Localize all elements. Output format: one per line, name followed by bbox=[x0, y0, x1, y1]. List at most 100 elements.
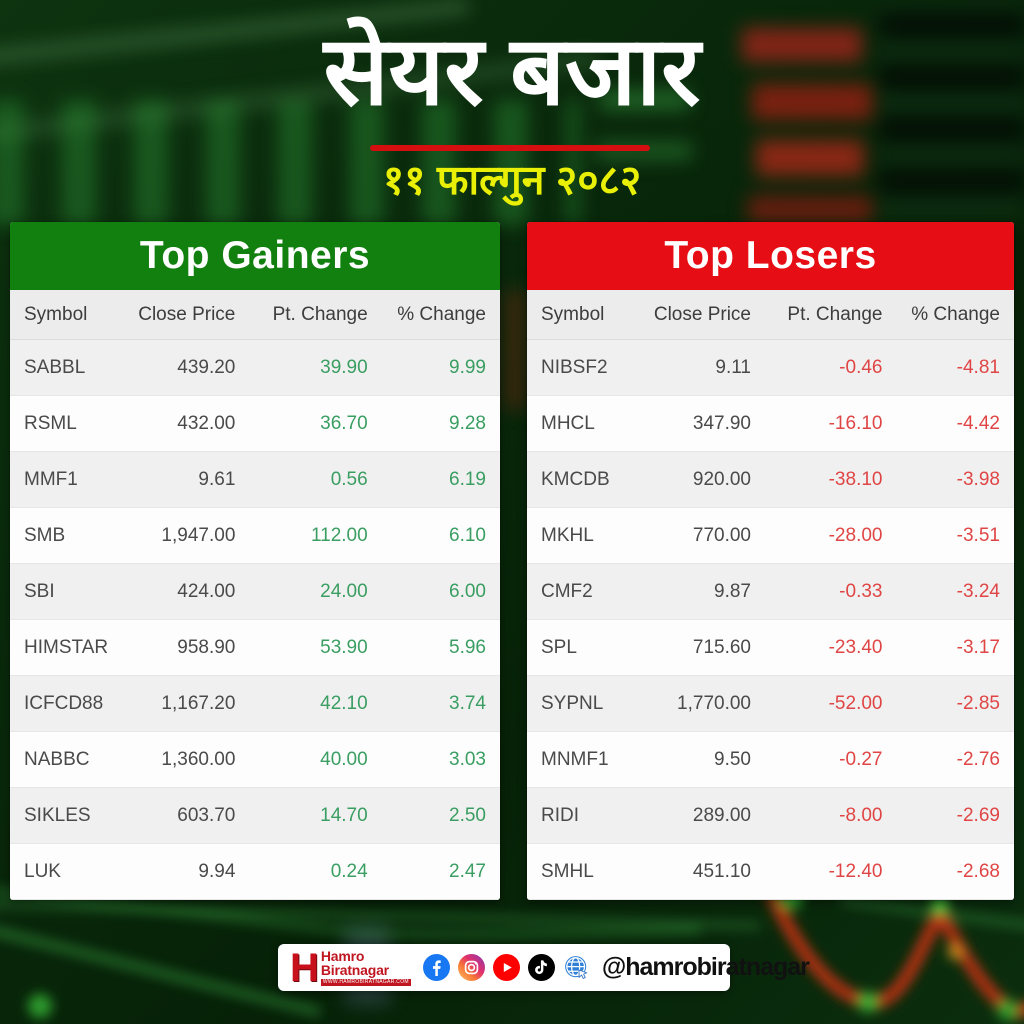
symbol-cell: MMF1 bbox=[24, 468, 78, 490]
title-underline bbox=[370, 145, 650, 151]
close-price-cell: 432.00 bbox=[177, 412, 236, 434]
top-losers-rows: NIBSF2 9.11 -0.46 -4.81 MHCL 347.90 -16.10 -4.4… bbox=[527, 340, 1014, 900]
pt-change-cell: 14.70 bbox=[320, 804, 368, 826]
pct-change-cell: -2.68 bbox=[956, 860, 1000, 882]
brand-monogram: H bbox=[290, 945, 319, 990]
symbol-cell: LUK bbox=[24, 860, 61, 882]
pt-change-cell: -8.00 bbox=[839, 804, 883, 826]
pct-change-cell: -2.69 bbox=[956, 804, 1000, 826]
close-price-cell: 920.00 bbox=[692, 468, 751, 490]
pt-change-cell: 112.00 bbox=[310, 524, 368, 546]
pt-change-cell: 0.24 bbox=[330, 860, 368, 882]
brand-name-line2: Biratnagar bbox=[320, 962, 389, 978]
pct-change-cell: -3.24 bbox=[956, 580, 1000, 602]
table-row: SMB 1,947.00 112.00 6.10 bbox=[10, 508, 500, 564]
symbol-cell: NIBSF2 bbox=[541, 356, 608, 378]
table-row: RIDI 289.00 -8.00 -2.69 bbox=[527, 788, 1014, 844]
pct-change-cell: 3.74 bbox=[449, 692, 486, 714]
symbol-cell: MNMF1 bbox=[541, 748, 609, 770]
close-price-cell: 289.00 bbox=[692, 804, 751, 826]
table-row: SABBL 439.20 39.90 9.99 bbox=[10, 340, 500, 396]
pt-change-cell: -52.00 bbox=[828, 692, 883, 714]
symbol-cell: MHCL bbox=[541, 412, 595, 434]
pct-change-cell: 6.19 bbox=[449, 468, 486, 490]
close-price-cell: 1,167.20 bbox=[161, 692, 236, 714]
column-header-pt-change: Pt. Change bbox=[272, 303, 368, 325]
table-row: SBI 424.00 24.00 6.00 bbox=[10, 564, 500, 620]
symbol-cell: CMF2 bbox=[541, 580, 593, 602]
pt-change-cell: 0.56 bbox=[330, 468, 368, 490]
symbol-cell: HIMSTAR bbox=[24, 636, 109, 658]
pt-change-cell: -0.46 bbox=[839, 356, 883, 378]
pct-change-cell: 9.99 bbox=[449, 356, 486, 378]
close-price-cell: 9.61 bbox=[198, 468, 236, 490]
close-price-cell: 1,770.00 bbox=[677, 692, 751, 714]
table-row: NIBSF2 9.11 -0.46 -4.81 bbox=[527, 340, 1014, 396]
top-gainers-banner: Top Gainers bbox=[10, 222, 500, 290]
close-price-cell: 347.90 bbox=[692, 412, 751, 434]
table-row: SYPNL 1,770.00 -52.00 -2.85 bbox=[527, 676, 1014, 732]
symbol-cell: SBI bbox=[24, 580, 55, 602]
table-row: KMCDB 920.00 -38.10 -3.98 bbox=[527, 452, 1014, 508]
symbol-cell: SPL bbox=[541, 636, 577, 658]
symbol-cell: RSML bbox=[24, 412, 77, 434]
pct-change-cell: 9.28 bbox=[449, 412, 486, 434]
table-row: LUK 9.94 0.24 2.47 bbox=[10, 844, 500, 900]
pt-change-cell: -12.40 bbox=[828, 860, 883, 882]
column-header-pt-change: Pt. Change bbox=[787, 303, 883, 325]
close-price-cell: 1,947.00 bbox=[161, 524, 236, 546]
pct-change-cell: -3.98 bbox=[956, 468, 1000, 490]
column-header-close-price: Close Price bbox=[653, 303, 751, 325]
table-row: ICFCD88 1,167.20 42.10 3.74 bbox=[10, 676, 500, 732]
brand-name-line1: Hamro bbox=[320, 948, 365, 964]
close-price-cell: 9.50 bbox=[714, 748, 751, 770]
youtube-icon bbox=[492, 954, 520, 981]
close-price-cell: 9.87 bbox=[714, 580, 751, 602]
symbol-cell: SIKLES bbox=[24, 804, 91, 826]
table-row: NABBC 1,360.00 40.00 3.03 bbox=[10, 732, 500, 788]
pt-change-cell: -38.10 bbox=[828, 468, 883, 490]
pt-change-cell: -16.10 bbox=[828, 412, 883, 434]
table-header-row: Symbol Close Price Pt. Change % Change bbox=[527, 290, 1014, 340]
pct-change-cell: -2.85 bbox=[956, 692, 1000, 714]
pt-change-cell: 24.00 bbox=[320, 580, 368, 602]
pt-change-cell: -0.27 bbox=[839, 748, 883, 770]
pct-change-cell: 5.96 bbox=[449, 636, 486, 658]
top-gainers-rows: SABBL 439.20 39.90 9.99 RSML 432.00 36.70 9.28 M… bbox=[10, 340, 500, 900]
symbol-cell: SMB bbox=[24, 524, 66, 546]
table-row: SIKLES 603.70 14.70 2.50 bbox=[10, 788, 500, 844]
top-gainers-table: Top Gainers Symbol Close Price Pt. Chang… bbox=[10, 222, 500, 900]
symbol-cell: KMCDB bbox=[541, 468, 610, 490]
pct-change-cell: -3.51 bbox=[956, 524, 1000, 546]
table-row: CMF2 9.87 -0.33 -3.24 bbox=[527, 564, 1014, 620]
column-header-pct-change: % Change bbox=[911, 303, 1000, 325]
close-price-cell: 424.00 bbox=[177, 580, 236, 602]
column-header-pct-change: % Change bbox=[397, 303, 486, 325]
symbol-cell: SYPNL bbox=[541, 692, 604, 714]
table-row: SPL 715.60 -23.40 -3.17 bbox=[527, 620, 1014, 676]
table-row: SMHL 451.10 -12.40 -2.68 bbox=[527, 844, 1014, 900]
close-price-cell: 451.10 bbox=[692, 860, 751, 882]
pt-change-cell: 53.90 bbox=[320, 636, 368, 658]
pt-change-cell: -0.33 bbox=[839, 580, 883, 602]
pct-change-cell: -2.76 bbox=[956, 748, 1000, 770]
symbol-cell: MKHL bbox=[541, 524, 594, 546]
globe-icon bbox=[564, 956, 588, 980]
pt-change-cell: -23.40 bbox=[828, 636, 883, 658]
table-row: RSML 432.00 36.70 9.28 bbox=[10, 396, 500, 452]
top-losers-table: Top Losers Symbol Close Price Pt. Change… bbox=[527, 222, 1014, 900]
social-handle: @hamrobiratnagar bbox=[601, 953, 810, 981]
table-row: MMF1 9.61 0.56 6.19 bbox=[10, 452, 500, 508]
pt-change-cell: 40.00 bbox=[320, 748, 368, 770]
pt-change-cell: 36.70 bbox=[320, 412, 368, 434]
close-price-cell: 9.94 bbox=[198, 860, 236, 882]
instagram-icon bbox=[457, 954, 485, 981]
close-price-cell: 770.00 bbox=[692, 524, 751, 546]
table-row: HIMSTAR 958.90 53.90 5.96 bbox=[10, 620, 500, 676]
pct-change-cell: 2.47 bbox=[449, 860, 486, 882]
close-price-cell: 9.11 bbox=[715, 356, 751, 378]
branding-footer: H Hamro Biratnagar www.hamrobiratnagar.c… bbox=[278, 944, 810, 991]
close-price-cell: 715.60 bbox=[692, 636, 751, 658]
column-header-symbol: Symbol bbox=[541, 303, 605, 325]
